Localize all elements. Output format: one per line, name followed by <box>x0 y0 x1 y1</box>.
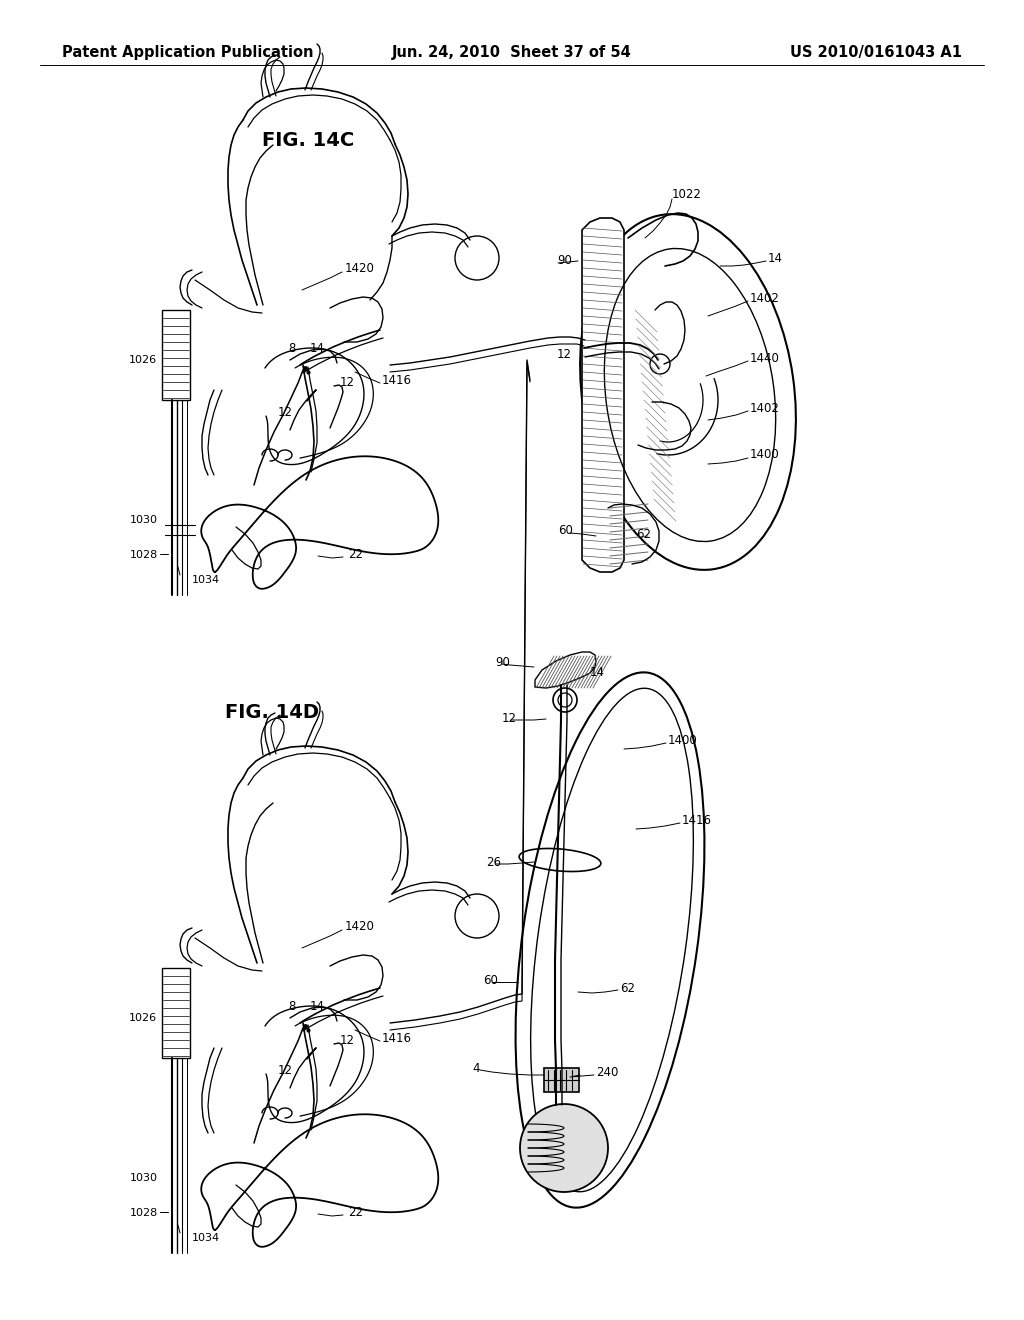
Text: 62: 62 <box>620 982 635 994</box>
Text: 1030: 1030 <box>130 515 158 525</box>
Text: 60: 60 <box>483 974 498 986</box>
Polygon shape <box>582 218 624 572</box>
Text: 1022: 1022 <box>672 189 701 202</box>
Text: 14: 14 <box>310 999 325 1012</box>
Text: 1420: 1420 <box>345 920 375 932</box>
Text: FIG. 14C: FIG. 14C <box>262 131 354 149</box>
Text: 8: 8 <box>288 342 295 355</box>
Text: 62: 62 <box>636 528 651 540</box>
Text: 26: 26 <box>486 855 501 869</box>
Text: Jun. 24, 2010  Sheet 37 of 54: Jun. 24, 2010 Sheet 37 of 54 <box>392 45 632 59</box>
Text: 1034: 1034 <box>193 576 220 585</box>
Text: 22: 22 <box>348 1206 362 1220</box>
FancyBboxPatch shape <box>162 968 190 1059</box>
Text: 4: 4 <box>472 1061 479 1074</box>
Text: 1028: 1028 <box>130 550 158 560</box>
Text: 1416: 1416 <box>382 1031 412 1044</box>
Text: 12: 12 <box>502 711 517 725</box>
Polygon shape <box>535 652 596 688</box>
Text: 14: 14 <box>310 342 325 355</box>
Text: 90: 90 <box>495 656 510 668</box>
Text: 1400: 1400 <box>750 449 779 462</box>
Text: 12: 12 <box>340 1034 355 1047</box>
Text: 14: 14 <box>768 252 783 264</box>
Text: US 2010/0161043 A1: US 2010/0161043 A1 <box>790 45 962 59</box>
Text: 12: 12 <box>278 1064 293 1077</box>
Text: FIG. 14D: FIG. 14D <box>225 702 319 722</box>
Text: 1420: 1420 <box>345 261 375 275</box>
Text: 1416: 1416 <box>682 813 712 826</box>
Text: 12: 12 <box>340 375 355 388</box>
Text: 60: 60 <box>558 524 572 536</box>
Text: 90: 90 <box>557 253 571 267</box>
Text: 1034: 1034 <box>193 1233 220 1243</box>
Text: 14: 14 <box>590 665 605 678</box>
Text: 12: 12 <box>557 348 572 362</box>
Text: 1402: 1402 <box>750 292 780 305</box>
Text: 1400: 1400 <box>668 734 697 747</box>
Text: 8: 8 <box>288 999 295 1012</box>
Text: 22: 22 <box>348 549 362 561</box>
Text: 1416: 1416 <box>382 374 412 387</box>
FancyBboxPatch shape <box>162 310 190 400</box>
Text: 240: 240 <box>596 1065 618 1078</box>
Ellipse shape <box>520 1104 608 1192</box>
Text: 1030: 1030 <box>130 1173 158 1183</box>
Text: 1402: 1402 <box>750 401 780 414</box>
Text: 1026: 1026 <box>129 355 157 366</box>
Text: 1440: 1440 <box>750 351 780 364</box>
Text: 1028: 1028 <box>130 1208 158 1218</box>
Text: 12: 12 <box>278 405 293 418</box>
FancyBboxPatch shape <box>544 1068 579 1092</box>
Text: Patent Application Publication: Patent Application Publication <box>62 45 313 59</box>
Text: 1026: 1026 <box>129 1012 157 1023</box>
